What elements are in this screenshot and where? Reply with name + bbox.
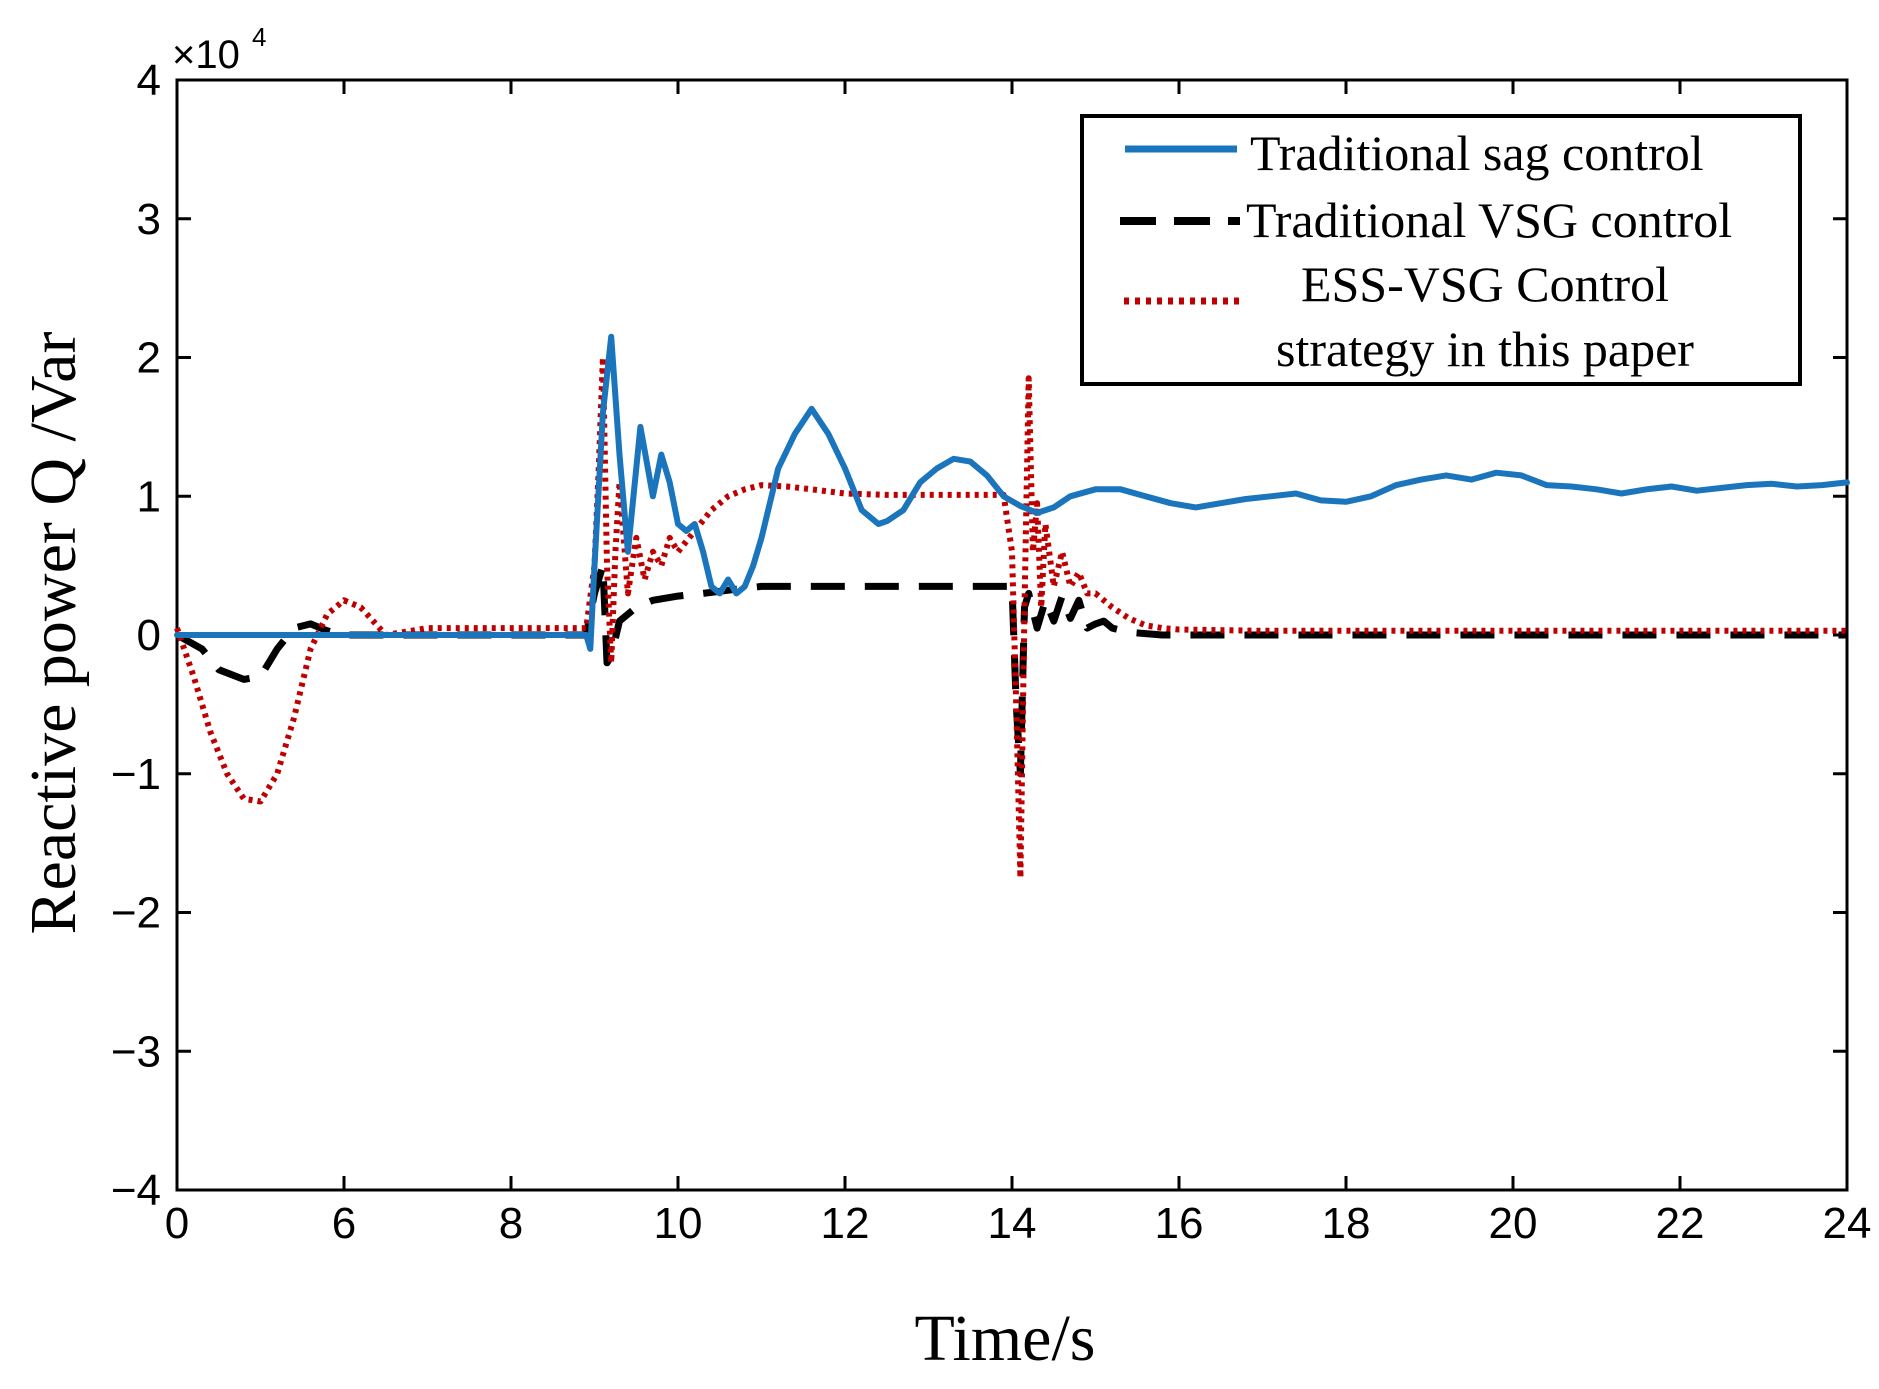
legend-label-sag: Traditional sag control [1250,125,1704,181]
x-tick-label: 10 [654,1199,703,1248]
series-line-vsg [175,562,1847,778]
x-tick-label: 14 [988,1199,1037,1248]
y-tick-label: 3 [137,195,161,244]
legend-label-ess-line2: strategy in this paper [1276,321,1694,377]
y-multiplier-base: ×10 [172,33,240,77]
legend: Traditional sag control Traditional VSG … [1080,114,1802,386]
x-tick-label: 16 [1155,1199,1204,1248]
y-tick-label: −3 [111,1027,161,1076]
y-multiplier: ×10 4 [172,22,266,77]
x-tick-label: 20 [1489,1199,1538,1248]
series-line-sag [174,333,1850,652]
y-tick-label: 0 [137,611,161,660]
x-tick-label: 18 [1322,1199,1371,1248]
x-tick-label: 12 [821,1199,870,1248]
legend-box [1080,114,1802,386]
legend-label-vsg: Traditional VSG control [1246,192,1732,248]
y-tick-label: 1 [137,472,161,521]
y-multiplier-exponent: 4 [252,22,266,52]
series-layer [174,333,1850,881]
y-axis-title: Reactive power Q /Var [17,332,90,935]
y-tick-label: −4 [111,1166,161,1215]
y-tick-label: 4 [137,56,161,105]
x-tick-label: 6 [332,1199,356,1248]
x-tick-label: 0 [165,1199,189,1248]
x-tick-label: 24 [1823,1199,1872,1248]
series-line-ess-vsg [174,354,1847,881]
x-tick-label: 8 [499,1199,523,1248]
legend-label-ess-line1: ESS-VSG Control [1301,256,1669,312]
x-tick-label: 22 [1656,1199,1705,1248]
y-tick-label: −2 [111,889,161,938]
y-tick-label: −1 [111,750,161,799]
y-tick-label: 2 [137,334,161,383]
x-axis-title: Time/s [915,1302,1096,1375]
